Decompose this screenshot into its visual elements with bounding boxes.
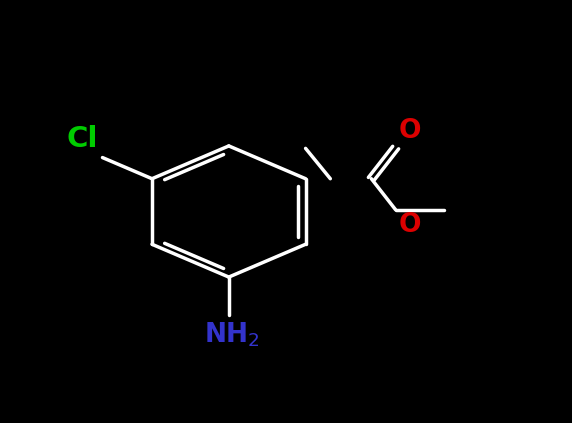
Text: Cl: Cl bbox=[66, 125, 98, 153]
Text: O: O bbox=[399, 212, 421, 238]
Text: NH$_2$: NH$_2$ bbox=[204, 320, 260, 349]
Text: O: O bbox=[399, 118, 421, 144]
